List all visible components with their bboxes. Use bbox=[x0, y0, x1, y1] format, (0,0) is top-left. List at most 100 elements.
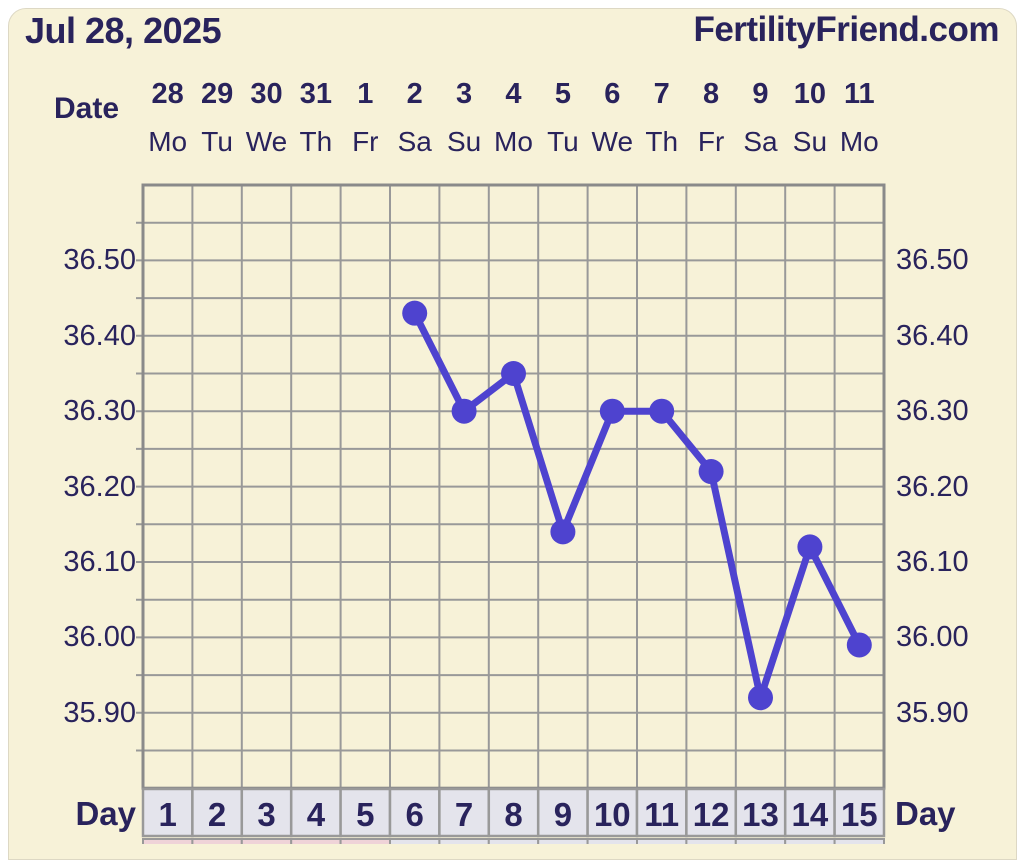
date-label: 7 bbox=[653, 78, 670, 110]
bottom-row-cell[interactable] bbox=[487, 838, 540, 844]
temp-point-day-12[interactable] bbox=[698, 459, 724, 485]
date-label: 4 bbox=[505, 78, 522, 110]
temp-point-day-8[interactable] bbox=[501, 361, 526, 386]
cycle-day-number[interactable]: 13 bbox=[742, 796, 779, 833]
date-label: 9 bbox=[752, 78, 769, 110]
cycle-day-number[interactable]: 14 bbox=[791, 796, 829, 833]
cycle-day-number[interactable]: 2 bbox=[207, 796, 227, 833]
chart-date-title: Jul 28, 2025 bbox=[25, 10, 222, 51]
menses-cell[interactable] bbox=[290, 838, 342, 844]
y-axis-labels-right: 36.50 36.40 36.30 36.20 36.10 36.00 35.90 bbox=[896, 0, 1006, 844]
cycle-day-cell[interactable] bbox=[438, 787, 491, 838]
cycle-day-number[interactable]: 15 bbox=[840, 796, 878, 833]
weekday-label: Su bbox=[446, 126, 482, 157]
menses-cell[interactable] bbox=[191, 838, 243, 844]
temp-point-day-9[interactable] bbox=[550, 519, 576, 545]
date-label: 5 bbox=[554, 78, 571, 110]
temp-point-day-6[interactable] bbox=[402, 300, 428, 326]
menses-cell[interactable] bbox=[339, 838, 392, 844]
date-label: 3 bbox=[456, 78, 473, 110]
y-axis-tick-right: 36.20 bbox=[896, 470, 969, 503]
temp-point-day-11[interactable] bbox=[649, 398, 675, 424]
weekday-label: We bbox=[245, 126, 288, 157]
bottom-row-cell[interactable] bbox=[734, 838, 787, 844]
weekday-label: Th bbox=[299, 126, 333, 157]
bottom-row-cell[interactable] bbox=[389, 838, 441, 844]
bottom-row-cell[interactable] bbox=[636, 838, 688, 844]
temp-point-day-14[interactable] bbox=[797, 534, 823, 560]
date-label: 29 bbox=[200, 78, 234, 110]
y-axis-tick-right: 36.40 bbox=[896, 319, 969, 352]
cycle-day-number[interactable]: 6 bbox=[405, 796, 424, 833]
weekday-label: We bbox=[591, 126, 634, 157]
y-axis-tick-left: 36.40 bbox=[63, 319, 136, 352]
chart-card bbox=[8, 8, 1017, 860]
cycle-day-number[interactable]: 1 bbox=[158, 796, 177, 833]
bottom-row-cell[interactable] bbox=[438, 838, 490, 844]
cycle-day-number[interactable]: 11 bbox=[644, 796, 680, 833]
bottom-row-cell[interactable] bbox=[685, 838, 737, 844]
cycle-day-cell[interactable] bbox=[833, 787, 886, 838]
date-label: 1 bbox=[357, 78, 374, 110]
weekday-label: Fr bbox=[697, 126, 725, 157]
date-label: 8 bbox=[703, 78, 720, 110]
weekday-label: Fr bbox=[352, 126, 379, 157]
cycle-day-number[interactable]: 12 bbox=[692, 796, 730, 833]
weekday-label: Mo bbox=[839, 126, 879, 157]
day-axis-label-left: Day bbox=[75, 795, 136, 832]
y-axis-tick-right: 36.00 bbox=[896, 621, 969, 654]
cycle-day-number[interactable]: 7 bbox=[454, 796, 474, 833]
weekday-label: Tu bbox=[201, 126, 233, 157]
day-axis-label-right: Day bbox=[895, 795, 956, 832]
cycle-day-cell[interactable] bbox=[487, 787, 540, 838]
cycle-day-number[interactable]: 8 bbox=[504, 796, 523, 833]
weekday-label: Sa bbox=[743, 126, 778, 157]
weekday-label: Mo bbox=[494, 126, 533, 157]
menses-cell[interactable] bbox=[142, 838, 194, 844]
weekday-label: Th bbox=[645, 126, 679, 157]
y-axis-tick-right: 36.30 bbox=[896, 395, 969, 428]
bottom-row-cell[interactable] bbox=[833, 838, 885, 844]
weekday-label: Su bbox=[792, 126, 828, 157]
weekday-label: Tu bbox=[547, 126, 579, 157]
weekday-label: Sa bbox=[397, 126, 432, 157]
date-label: 28 bbox=[151, 78, 184, 110]
cycle-day-cell[interactable] bbox=[289, 787, 342, 838]
cycle-day-number[interactable]: 4 bbox=[306, 796, 326, 833]
temp-point-day-13[interactable] bbox=[748, 685, 773, 711]
date-label: 11 bbox=[843, 78, 875, 110]
cycle-day-cell[interactable] bbox=[734, 787, 787, 838]
date-label: 30 bbox=[250, 78, 283, 110]
cycle-day-cell[interactable] bbox=[586, 787, 639, 838]
cycle-day-number[interactable]: 3 bbox=[257, 796, 276, 833]
weekday-label: Mo bbox=[148, 126, 188, 157]
temp-point-day-10[interactable] bbox=[599, 398, 625, 424]
y-axis-tick-left: 36.00 bbox=[63, 621, 136, 654]
y-axis-labels-left: 36.50 36.40 36.30 36.20 36.10 36.00 35.90 bbox=[30, 0, 136, 844]
y-axis-tick-right: 35.90 bbox=[896, 696, 969, 729]
bottom-row-cell[interactable] bbox=[784, 838, 836, 844]
bottom-row-cell[interactable] bbox=[586, 838, 638, 844]
temp-point-day-7[interactable] bbox=[451, 398, 477, 424]
y-axis-tick-left: 36.50 bbox=[63, 244, 136, 277]
cycle-day-cell[interactable] bbox=[783, 787, 836, 838]
site-logo: FertilityFriend.com bbox=[693, 10, 999, 49]
y-axis-tick-left: 36.10 bbox=[63, 546, 136, 578]
date-label: 31 bbox=[299, 78, 333, 110]
y-axis-tick-left: 36.20 bbox=[63, 470, 136, 503]
date-label: 6 bbox=[604, 78, 621, 110]
cycle-day-number[interactable]: 10 bbox=[593, 796, 631, 833]
cycle-day-number[interactable]: 9 bbox=[553, 796, 573, 833]
y-axis-tick-left: 36.30 bbox=[63, 395, 136, 428]
y-axis-tick-right: 36.50 bbox=[896, 244, 969, 277]
cycle-day-cell[interactable] bbox=[388, 787, 441, 838]
cycle-day-cell[interactable] bbox=[141, 787, 194, 838]
menses-cell[interactable] bbox=[240, 838, 293, 844]
temp-point-day-15[interactable] bbox=[846, 632, 872, 658]
date-label: 2 bbox=[406, 78, 423, 110]
bottom-row-cell[interactable] bbox=[537, 838, 589, 844]
cycle-day-number[interactable]: 5 bbox=[356, 796, 375, 833]
date-axis-label: Date bbox=[54, 92, 120, 125]
date-label: 10 bbox=[793, 78, 827, 110]
